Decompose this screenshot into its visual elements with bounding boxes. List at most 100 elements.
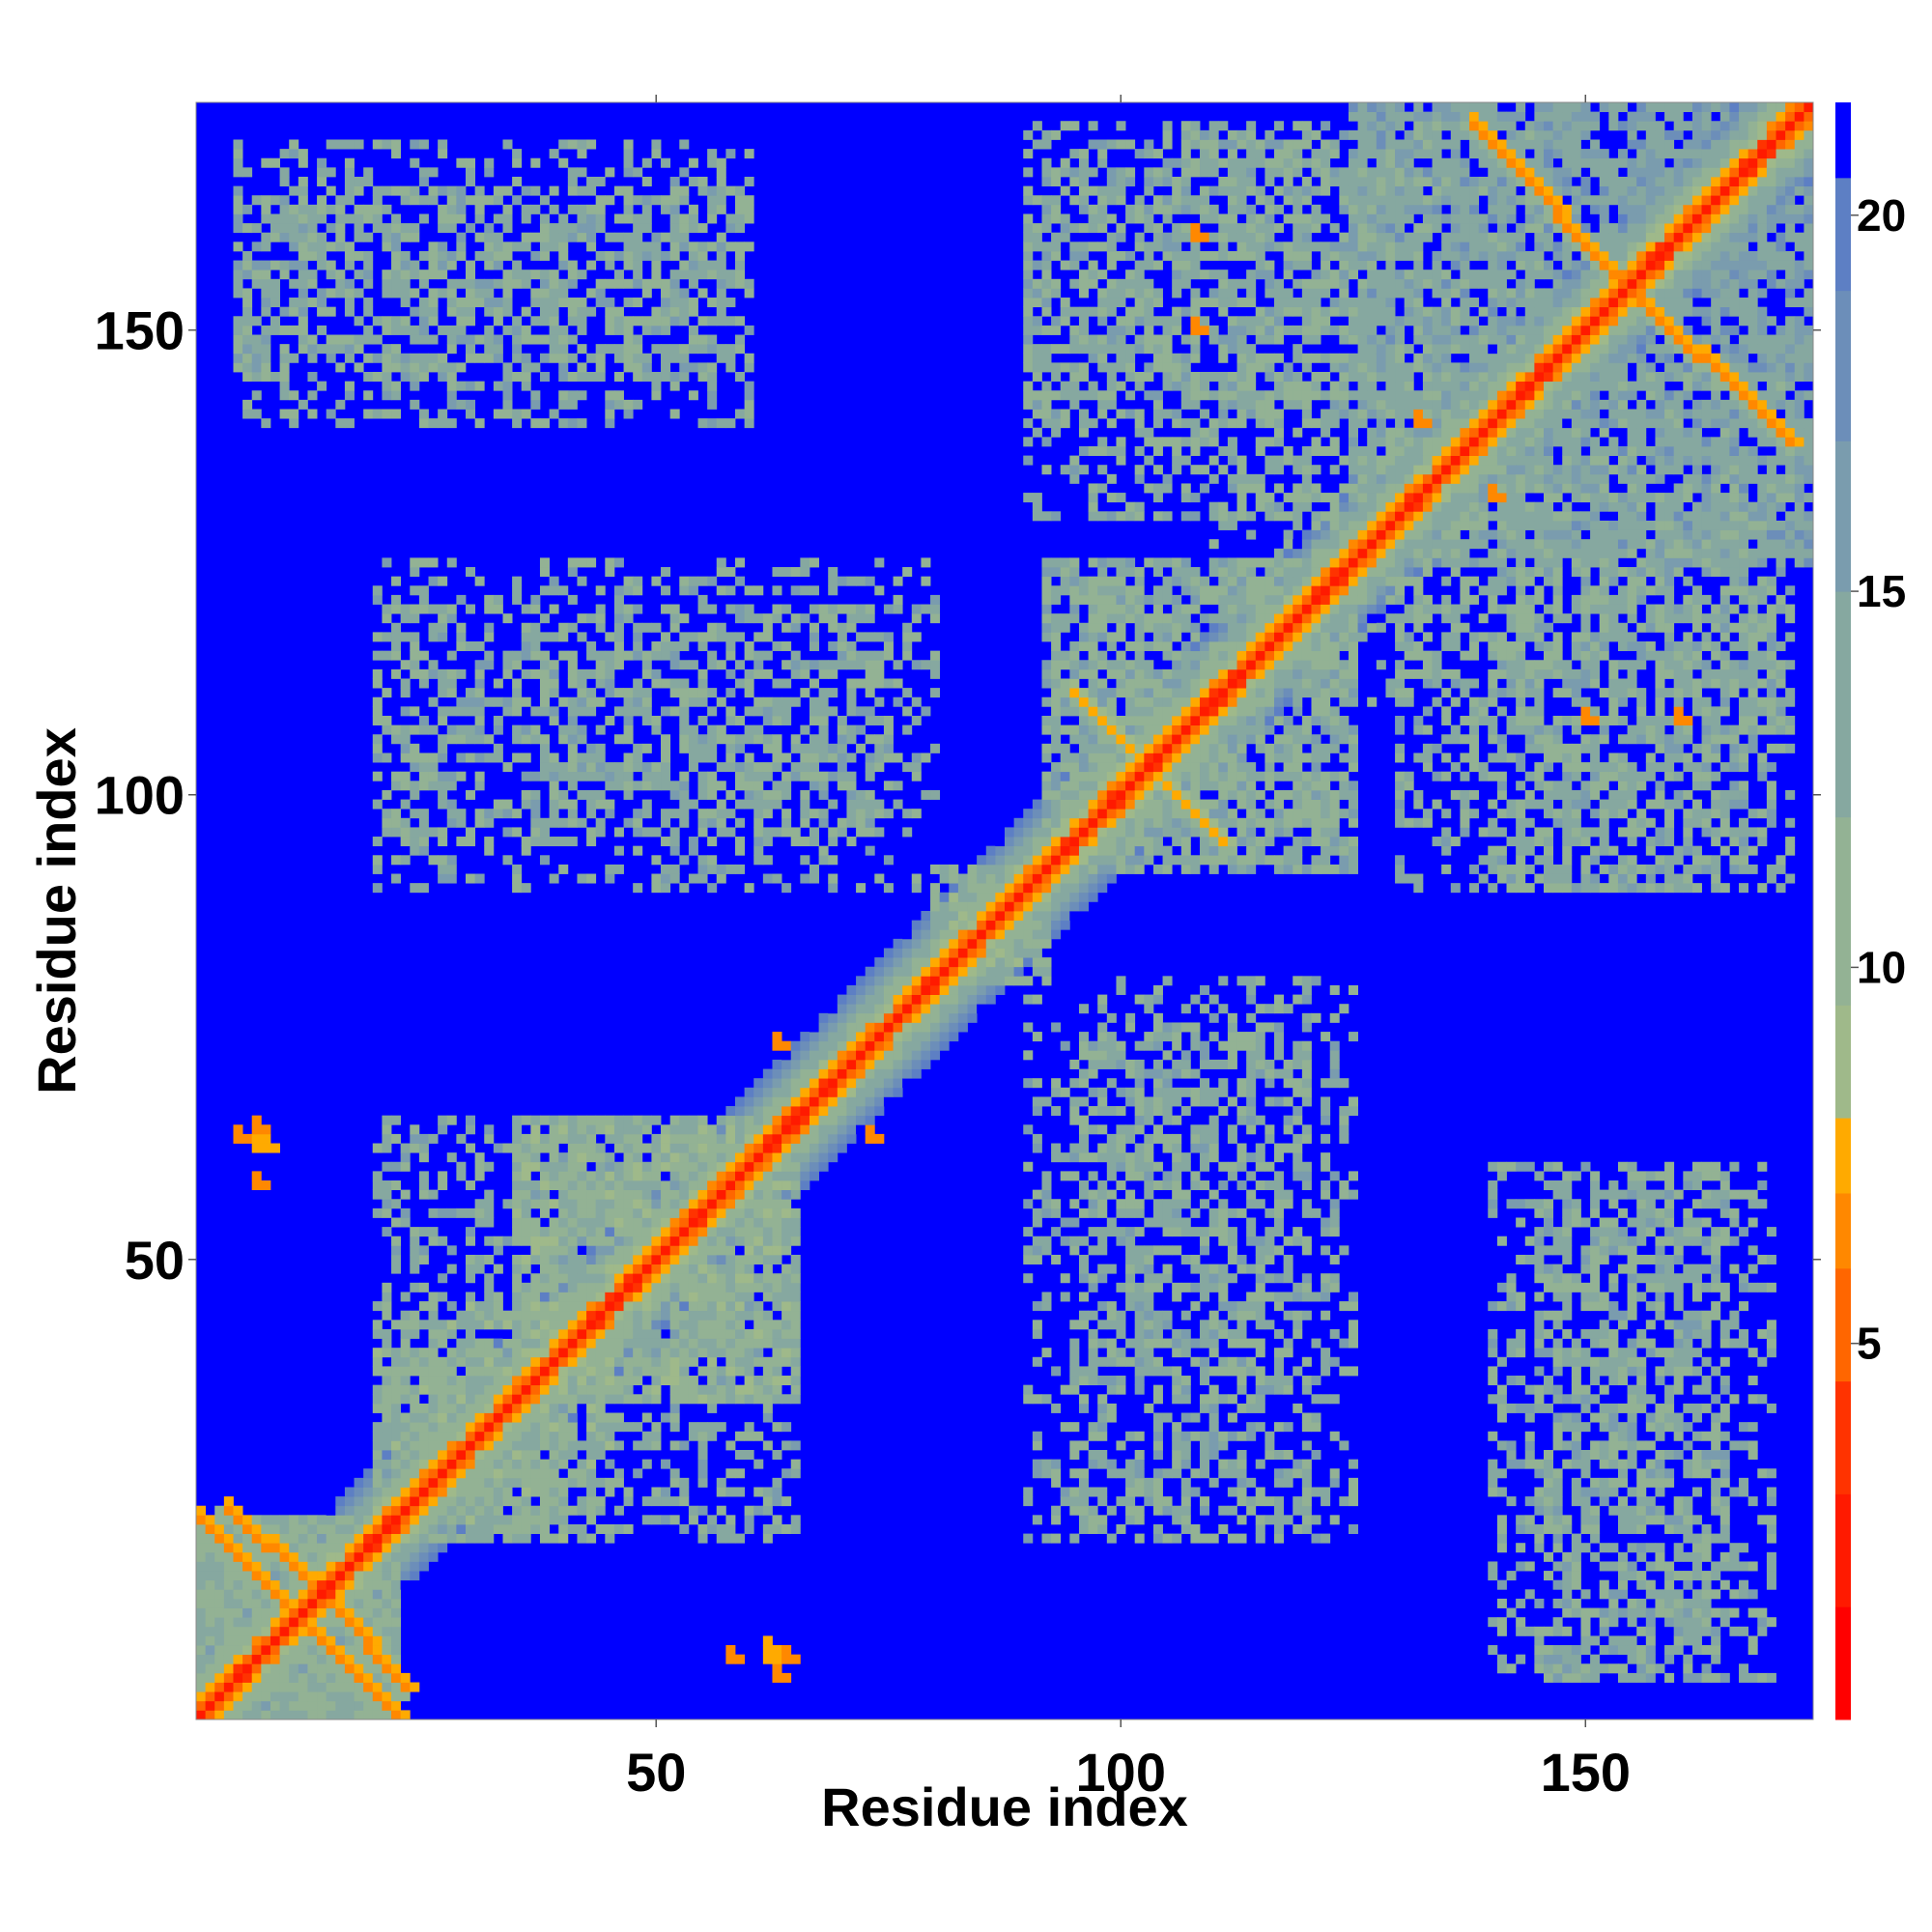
heatmap-cell: [744, 1338, 754, 1349]
heatmap-cell: [856, 724, 867, 735]
heatmap-cell: [372, 185, 383, 196]
heatmap-cell: [707, 260, 718, 270]
heatmap-cell: [549, 278, 559, 289]
heatmap-cell: [893, 994, 903, 1005]
heatmap-cell: [772, 567, 782, 578]
heatmap-cell: [512, 409, 523, 419]
heatmap-cell: [261, 362, 271, 373]
heatmap-cell: [438, 270, 448, 280]
heatmap-cell: [474, 706, 485, 717]
heatmap-cell: [512, 1356, 523, 1367]
heatmap-cell: [930, 994, 941, 1005]
heatmap-cell: [512, 353, 523, 363]
heatmap-cell: [1041, 660, 1052, 670]
heatmap-cell: [874, 984, 885, 995]
heatmap-cell: [512, 1320, 523, 1330]
heatmap-cell: [613, 734, 624, 745]
heatmap-cell: [577, 1133, 587, 1144]
heatmap-cell: [744, 1376, 754, 1386]
heatmap-cell: [679, 353, 690, 363]
heatmap-cell: [493, 604, 503, 614]
heatmap-cell: [549, 1468, 559, 1479]
heatmap-cell: [418, 325, 429, 335]
heatmap-cell: [669, 298, 680, 308]
heatmap-cell: [921, 557, 931, 568]
heatmap-cell: [549, 1133, 559, 1144]
heatmap-cell: [641, 660, 652, 670]
heatmap-cell: [623, 1152, 634, 1163]
heatmap-cell: [1032, 1078, 1042, 1089]
heatmap-cell: [549, 799, 559, 810]
heatmap-cell: [865, 1059, 875, 1069]
heatmap-cell: [735, 845, 746, 856]
heatmap-cell: [893, 1059, 903, 1069]
heatmap-cell: [438, 1124, 448, 1135]
heatmap-cell: [512, 1505, 523, 1516]
heatmap-cell: [493, 724, 503, 735]
heatmap-cell: [1069, 1440, 1080, 1451]
heatmap-cell: [382, 139, 392, 150]
heatmap-cell: [344, 1626, 355, 1636]
heatmap-cell: [391, 817, 402, 828]
heatmap-cell: [446, 1431, 457, 1441]
heatmap-cell: [493, 306, 503, 317]
heatmap-cell: [410, 1384, 420, 1395]
heatmap-cell: [595, 1328, 606, 1339]
heatmap-cell: [725, 706, 736, 717]
heatmap-cell: [865, 1078, 875, 1089]
heatmap-cell: [865, 1040, 875, 1051]
heatmap-cell: [400, 325, 411, 335]
heatmap-cell: [641, 1292, 652, 1302]
heatmap-cell: [1013, 957, 1024, 968]
heatmap-cell: [289, 353, 299, 363]
heatmap-cell: [762, 1236, 773, 1246]
heatmap-cell: [1069, 1468, 1080, 1479]
heatmap-cell: [363, 1672, 374, 1683]
heatmap-cell: [456, 185, 467, 196]
heatmap-cell: [484, 306, 495, 317]
heatmap-cell: [651, 270, 662, 280]
heatmap-cell: [493, 1338, 503, 1349]
heatmap-cell: [558, 1227, 569, 1237]
heatmap-cell: [410, 567, 420, 578]
heatmap-cell: [1005, 845, 1015, 856]
heatmap-cell: [344, 1635, 355, 1646]
heatmap-cell: [735, 557, 746, 568]
heatmap-cell: [372, 837, 383, 847]
heatmap-cell: [762, 1487, 773, 1497]
heatmap-cell: [613, 771, 624, 781]
heatmap-cell: [753, 1320, 764, 1330]
heatmap-cell: [1032, 892, 1042, 902]
heatmap-cell: [697, 1533, 708, 1544]
heatmap-cell: [382, 1672, 392, 1683]
heatmap-cell: [335, 242, 346, 252]
heatmap-cell: [223, 1672, 234, 1683]
heatmap-cell: [883, 809, 894, 819]
heatmap-cell: [446, 344, 457, 355]
heatmap-cell: [1032, 362, 1042, 373]
heatmap-cell: [456, 213, 467, 224]
heatmap-cell: [874, 1040, 885, 1051]
heatmap-cell: [558, 1356, 569, 1367]
heatmap-cell: [1069, 1245, 1080, 1256]
heatmap-cell: [744, 1348, 754, 1358]
heatmap-cell: [967, 873, 978, 884]
heatmap-cell: [762, 799, 773, 810]
heatmap-cell: [493, 1376, 503, 1386]
heatmap-cell: [233, 1533, 243, 1544]
heatmap-cell: [567, 306, 578, 317]
heatmap-cell: [567, 176, 578, 186]
heatmap-cell: [661, 232, 671, 242]
heatmap-cell: [661, 204, 671, 214]
heatmap-cell: [242, 316, 253, 327]
heatmap-cell: [512, 1533, 523, 1544]
heatmap-cell: [335, 1496, 346, 1507]
heatmap-cell: [716, 585, 726, 596]
heatmap-cell: [354, 1654, 364, 1664]
heatmap-cell: [298, 1561, 308, 1572]
heatmap-cell: [679, 1180, 690, 1191]
heatmap-cell: [428, 1551, 439, 1562]
heatmap-cell: [391, 381, 402, 391]
heatmap-cell: [1032, 390, 1042, 401]
heatmap-cell: [205, 1533, 215, 1544]
